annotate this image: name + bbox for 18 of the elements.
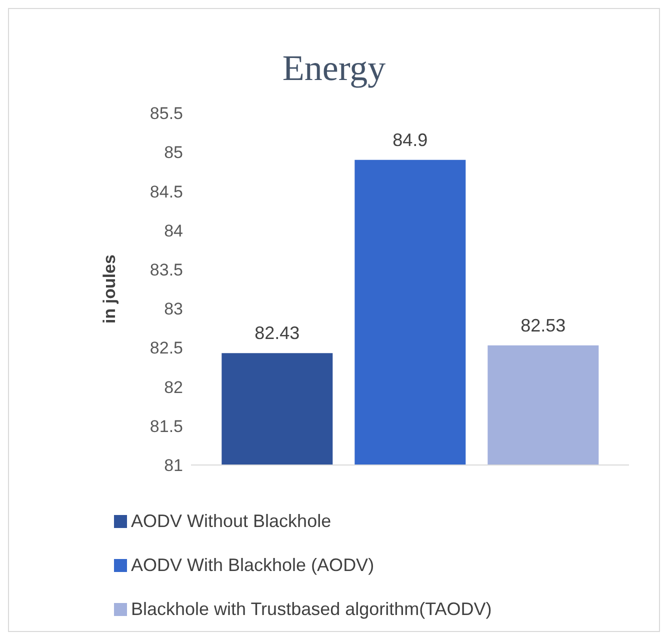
data-label: 82.43 [254, 323, 300, 344]
y-tick-label: 81.5 [150, 416, 183, 436]
y-tick-label: 82 [164, 378, 183, 397]
y-tick-label: 82.5 [150, 338, 183, 358]
data-label: 82.53 [520, 315, 566, 336]
y-tick-label: 83 [164, 300, 183, 319]
y-tick-label: 81 [164, 456, 183, 476]
y-axis-title: in joules [100, 254, 120, 324]
y-tick-label: 84 [164, 221, 183, 240]
data-label: 84.9 [392, 130, 428, 150]
y-tick-label: 85 [164, 143, 183, 162]
legend-label: Blackhole with Trustbased algorithm(TAODV) [131, 598, 492, 620]
y-tick-label: 83.5 [150, 260, 183, 280]
legend-label: AODV Without Blackhole [131, 510, 332, 532]
y-tick-label: 84.5 [150, 182, 183, 202]
legend-label: AODV With Blackhole (AODV) [131, 554, 374, 576]
chart-title: Energy [281, 47, 387, 89]
y-tick-label: 85.5 [150, 104, 183, 124]
